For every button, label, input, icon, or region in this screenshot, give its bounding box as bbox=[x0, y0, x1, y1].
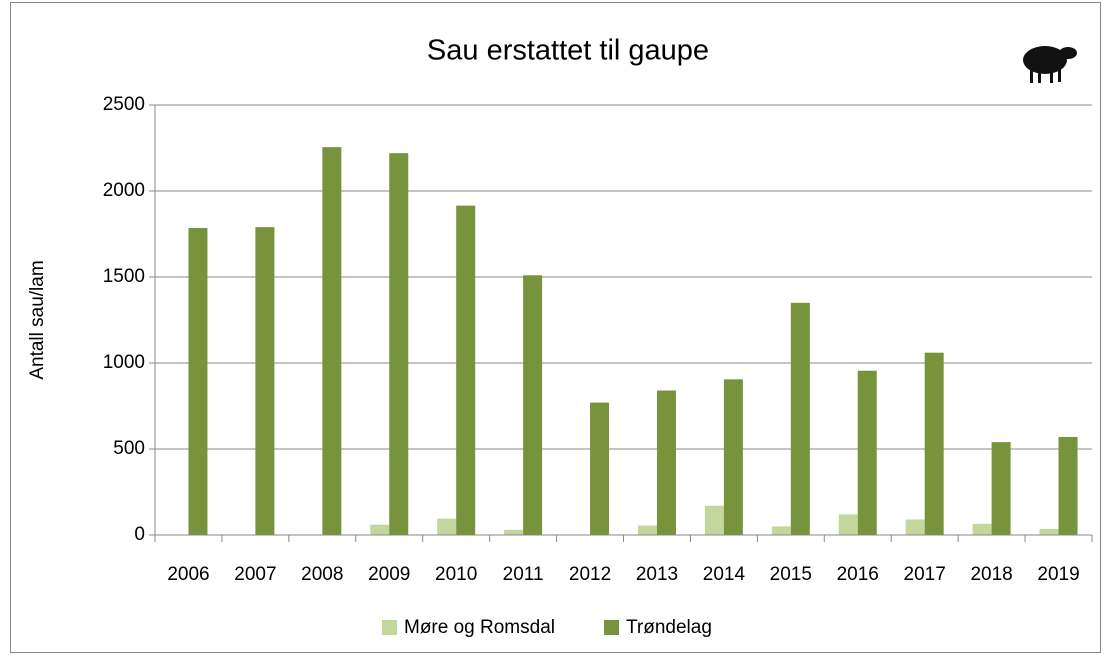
bar bbox=[523, 275, 543, 535]
bar bbox=[991, 442, 1011, 535]
bar bbox=[1039, 528, 1059, 535]
bar bbox=[389, 153, 409, 535]
bar bbox=[188, 227, 208, 536]
x-tick-label: 2017 bbox=[904, 564, 946, 585]
bar bbox=[1058, 436, 1078, 535]
bar bbox=[771, 526, 791, 535]
x-tick-label: 2012 bbox=[569, 564, 611, 585]
legend-swatch bbox=[604, 620, 619, 635]
bar bbox=[456, 205, 476, 535]
x-tick-label: 2019 bbox=[1037, 564, 1079, 585]
legend-label: Møre og Romsdal bbox=[404, 617, 555, 638]
x-tick-label: 2007 bbox=[234, 564, 276, 585]
bar bbox=[656, 390, 676, 535]
x-tick-label: 2014 bbox=[703, 564, 746, 585]
bar bbox=[637, 525, 657, 535]
chart-title: Sau erstattet til gaupe bbox=[427, 35, 709, 67]
bar bbox=[590, 402, 610, 535]
x-tick-label: 2016 bbox=[837, 564, 879, 585]
bar bbox=[790, 302, 810, 535]
y-tick-label: 1500 bbox=[103, 266, 145, 287]
bar bbox=[723, 379, 743, 535]
bar bbox=[255, 227, 275, 535]
bar bbox=[437, 518, 457, 535]
y-tick-label: 2500 bbox=[103, 94, 145, 115]
y-tick-label: 500 bbox=[113, 438, 145, 459]
x-tick-label: 2010 bbox=[435, 564, 477, 585]
legend-swatch bbox=[382, 620, 397, 635]
x-tick-label: 2015 bbox=[770, 564, 812, 585]
legend-label: Trøndelag bbox=[626, 617, 712, 638]
bar bbox=[857, 370, 877, 535]
x-tick-label: 2011 bbox=[503, 564, 544, 585]
y-tick-label: 0 bbox=[134, 524, 145, 545]
bar bbox=[322, 147, 342, 535]
bar bbox=[838, 514, 858, 535]
bar bbox=[504, 529, 524, 535]
bar bbox=[704, 505, 724, 535]
sheep-icon bbox=[1023, 46, 1077, 83]
y-tick-label: 2000 bbox=[103, 180, 145, 201]
y-axis-label: Antall sau/lam bbox=[27, 260, 48, 379]
x-tick-label: 2013 bbox=[636, 564, 678, 585]
y-tick-label: 1000 bbox=[103, 352, 145, 373]
chart-frame bbox=[10, 2, 1101, 653]
bar bbox=[370, 524, 390, 535]
x-tick-label: 2018 bbox=[970, 564, 1012, 585]
x-tick-label: 2006 bbox=[167, 564, 209, 585]
x-tick-label: 2008 bbox=[301, 564, 343, 585]
x-tick-label: 2009 bbox=[368, 564, 410, 585]
bar bbox=[972, 523, 992, 535]
bar bbox=[905, 519, 925, 535]
bar bbox=[924, 352, 944, 535]
